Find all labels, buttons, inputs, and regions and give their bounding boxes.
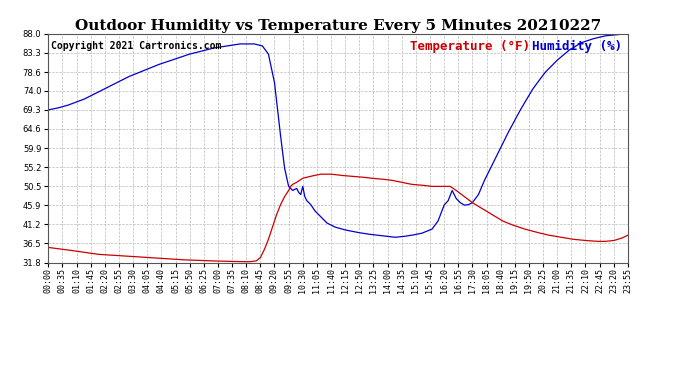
Title: Outdoor Humidity vs Temperature Every 5 Minutes 20210227: Outdoor Humidity vs Temperature Every 5 … xyxy=(75,19,601,33)
Humidity (%) xyxy=(391,235,400,240)
Legend: Temperature (°F), Humidity (%): Temperature (°F), Humidity (%) xyxy=(411,40,622,53)
Humidity (%) xyxy=(543,68,551,73)
Temperature (°F) xyxy=(44,245,52,250)
Temperature (°F) xyxy=(236,260,244,264)
Temperature (°F) xyxy=(95,252,103,257)
Humidity (%) xyxy=(44,108,52,112)
Humidity (%) xyxy=(575,42,584,46)
Humidity (%) xyxy=(624,32,632,36)
Humidity (%) xyxy=(557,55,565,59)
Temperature (°F) xyxy=(559,236,567,240)
Line: Humidity (%): Humidity (%) xyxy=(48,34,628,237)
Temperature (°F) xyxy=(535,231,543,235)
Temperature (°F) xyxy=(341,174,349,178)
Humidity (%) xyxy=(337,226,345,231)
Humidity (%) xyxy=(533,81,541,86)
Text: Copyright 2021 Cartronics.com: Copyright 2021 Cartronics.com xyxy=(51,40,221,51)
Temperature (°F) xyxy=(624,233,632,237)
Line: Temperature (°F): Temperature (°F) xyxy=(48,174,628,262)
Temperature (°F) xyxy=(578,238,586,242)
Temperature (°F) xyxy=(545,233,553,237)
Temperature (°F) xyxy=(317,172,325,176)
Humidity (%) xyxy=(95,90,103,94)
